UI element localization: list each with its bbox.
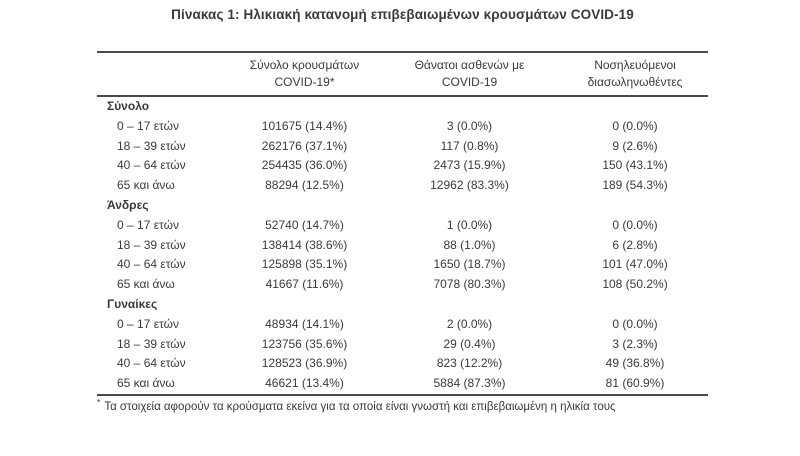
column-header-cases-line1: Σύνολο κρουσμάτων [249, 58, 360, 72]
age-label: 40 – 64 ετών [117, 257, 186, 272]
covid-age-table: Σύνολο κρουσμάτων COVID-19* Θάνατοι ασθε… [97, 51, 708, 396]
table-row: 65 και άνω 41667 (11.6%) 7078 (80.3%) 10… [97, 275, 708, 295]
intubated-cell: 6 (2.8%) [612, 237, 658, 252]
age-label: 18 – 39 ετών [117, 138, 186, 153]
age-label: 0 – 17 ετών [117, 118, 179, 133]
intubated-cell: 0 (0.0%) [612, 217, 658, 232]
deaths-cell: 1 (0.0%) [446, 217, 493, 232]
intubated-cell: 3 (2.3%) [612, 336, 658, 351]
column-header-deaths-line2: COVID-19 [441, 75, 498, 89]
section-header-row: Σύνολο [97, 97, 708, 117]
age-label: 65 και άνω [117, 277, 175, 292]
column-header-intubated: Νοσηλευόμενοι διασωληνωθέντες [562, 57, 708, 91]
intubated-cell: 49 (36.8%) [605, 356, 665, 371]
deaths-cell: 3 (0.0%) [446, 118, 493, 133]
column-header-empty [97, 57, 232, 91]
age-label: 40 – 64 ετών [117, 158, 186, 173]
intubated-cell: 150 (43.1%) [602, 158, 668, 173]
deaths-cell: 1650 (18.7%) [433, 257, 506, 272]
table-row: 40 – 64 ετών 128523 (36.9%) 823 (12.2%) … [97, 354, 708, 374]
deaths-cell: 12962 (83.3%) [430, 178, 509, 193]
intubated-cell: 189 (54.3%) [602, 178, 668, 193]
deaths-cell: 88 (1.0%) [443, 237, 496, 252]
column-header-intubated-line2: διασωληνωθέντες [587, 75, 683, 89]
cases-cell: 128523 (36.9%) [261, 356, 348, 371]
cases-cell: 262176 (37.1%) [261, 138, 348, 153]
table-row: 0 – 17 ετών 48934 (14.1%) 2 (0.0%) 0 (0.… [97, 315, 708, 335]
column-header-cases: Σύνολο κρουσμάτων COVID-19* [232, 57, 377, 91]
section-label: Άνδρες [107, 197, 149, 212]
table-row: 65 και άνω 88294 (12.5%) 12962 (83.3%) 1… [97, 176, 708, 196]
cases-cell: 125898 (35.1%) [261, 257, 348, 272]
deaths-cell: 7078 (80.3%) [433, 277, 506, 292]
section-label: Σύνολο [107, 99, 150, 113]
column-header-intubated-line1: Νοσηλευόμενοι [594, 58, 676, 72]
section-header-row: Γυναίκες [97, 295, 708, 315]
footnote-text: Τα στοιχεία αφορούν τα κρούσματα εκείνα … [104, 400, 616, 413]
deaths-cell: 2473 (15.9%) [433, 158, 506, 173]
table-row: 0 – 17 ετών 101675 (14.4%) 3 (0.0%) 0 (0… [97, 117, 708, 137]
cases-cell: 52740 (14.7%) [265, 217, 344, 232]
intubated-cell: 0 (0.0%) [612, 118, 658, 133]
cases-cell: 88294 (12.5%) [265, 178, 344, 193]
table-row: 18 – 39 ετών 262176 (37.1%) 117 (0.8%) 9… [97, 137, 708, 157]
cases-cell: 41667 (11.6%) [265, 277, 344, 292]
cases-cell: 138414 (38.6%) [261, 237, 348, 252]
cases-cell: 48934 (14.1%) [265, 316, 344, 331]
intubated-cell: 81 (60.9%) [605, 376, 665, 391]
intubated-cell: 101 (47.0%) [602, 257, 668, 272]
table-row: 40 – 64 ετών 125898 (35.1%) 1650 (18.7%)… [97, 255, 708, 275]
intubated-cell: 108 (50.2%) [602, 277, 668, 292]
deaths-cell: 29 (0.4%) [443, 336, 496, 351]
deaths-cell: 5884 (87.3%) [433, 376, 506, 391]
table-row: 40 – 64 ετών 254435 (36.0%) 2473 (15.9%)… [97, 156, 708, 176]
section-label: Γυναίκες [107, 296, 158, 311]
table-title: Πίνακας 1: Ηλικιακή κατανομή επιβεβαιωμέ… [171, 7, 634, 22]
cases-cell: 101675 (14.4%) [261, 118, 348, 133]
footnote: * Τα στοιχεία αφορούν τα κρούσματα εκείνα… [97, 397, 708, 413]
column-header-deaths-line1: Θάνατοι ασθενών με [414, 58, 525, 72]
cases-cell: 254435 (36.0%) [261, 158, 348, 173]
age-label: 0 – 17 ετών [117, 217, 179, 232]
footnote-asterisk: * [97, 397, 101, 407]
column-header-cases-line2: COVID-19* [274, 75, 335, 89]
deaths-cell: 823 (12.2%) [436, 356, 503, 371]
age-label: 18 – 39 ετών [117, 336, 186, 351]
deaths-cell: 117 (0.8%) [440, 138, 499, 153]
table-row: 18 – 39 ετών 123756 (35.6%) 29 (0.4%) 3 … [97, 335, 708, 355]
age-label: 40 – 64 ετών [117, 356, 186, 371]
cases-cell: 46621 (13.4%) [265, 376, 344, 391]
cases-cell: 123756 (35.6%) [261, 336, 348, 351]
column-header-deaths: Θάνατοι ασθενών με COVID-19 [377, 57, 562, 91]
table-row: 65 και άνω 46621 (13.4%) 5884 (87.3%) 81… [97, 374, 708, 394]
age-label: 0 – 17 ετών [117, 316, 179, 331]
deaths-cell: 2 (0.0%) [446, 316, 493, 331]
age-label: 18 – 39 ετών [117, 237, 186, 252]
age-label: 65 και άνω [117, 178, 175, 193]
table-body: Σύνολο 0 – 17 ετών 101675 (14.4%) 3 (0.0… [97, 97, 708, 396]
table-header-row: Σύνολο κρουσμάτων COVID-19* Θάνατοι ασθε… [97, 51, 708, 97]
table-row: 18 – 39 ετών 138414 (38.6%) 88 (1.0%) 6 … [97, 236, 708, 256]
intubated-cell: 9 (2.6%) [612, 138, 658, 153]
age-label: 65 και άνω [117, 376, 175, 391]
intubated-cell: 0 (0.0%) [612, 316, 658, 331]
section-header-row: Άνδρες [97, 196, 708, 216]
table-row: 0 – 17 ετών 52740 (14.7%) 1 (0.0%) 0 (0.… [97, 216, 708, 236]
